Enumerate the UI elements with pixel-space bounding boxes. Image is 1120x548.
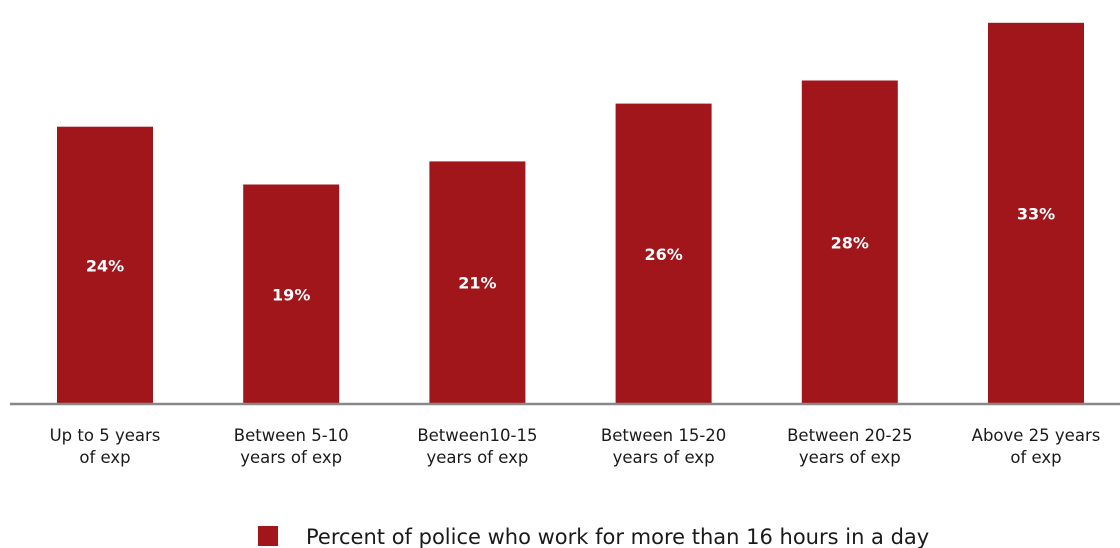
- legend-label: Percent of police who work for more than…: [306, 525, 929, 548]
- bar-1: [57, 126, 153, 404]
- x-tick-label-6-line-2: of exp: [1010, 448, 1061, 467]
- bar-2: [243, 184, 340, 404]
- x-tick-label-5-line-1: Between 20-25: [787, 426, 912, 445]
- x-tick-label-1-line-1: Up to 5 years: [50, 426, 161, 445]
- bar-value-label-6: 33%: [1017, 204, 1055, 223]
- bar-3: [429, 161, 526, 404]
- x-tick-labels: Up to 5 years of exp Between 5-10 years of …: [50, 426, 1101, 467]
- bar-value-label-1: 24%: [86, 256, 124, 275]
- bar-value-label-5: 28%: [831, 233, 869, 252]
- x-tick-label-4-line-1: Between 15-20: [601, 426, 726, 445]
- x-tick-label-6-line-1: Above 25 years: [972, 426, 1101, 445]
- x-tick-label-1-line-2: of exp: [79, 448, 130, 467]
- bar-5: [801, 80, 898, 404]
- bars-group: 24% 19% 21% 26% 28% 33%: [57, 22, 1084, 405]
- x-tick-label-2-line-2: years of exp: [240, 448, 342, 467]
- x-tick-label-4-line-2: years of exp: [613, 448, 715, 467]
- x-tick-label-5-line-2: years of exp: [799, 448, 901, 467]
- legend: Percent of police who work for more than…: [258, 525, 929, 548]
- bar-value-label-3: 21%: [458, 274, 496, 293]
- x-tick-label-3-line-2: years of exp: [426, 448, 528, 467]
- x-tick-label-2-line-1: Between 5-10: [234, 426, 349, 445]
- bar-value-label-2: 19%: [272, 285, 310, 304]
- bar-value-label-4: 26%: [644, 245, 682, 264]
- x-tick-label-3-line-1: Between10-15: [417, 426, 537, 445]
- bar-4: [615, 103, 712, 404]
- legend-swatch: [258, 526, 278, 546]
- bar-6: [988, 22, 1084, 405]
